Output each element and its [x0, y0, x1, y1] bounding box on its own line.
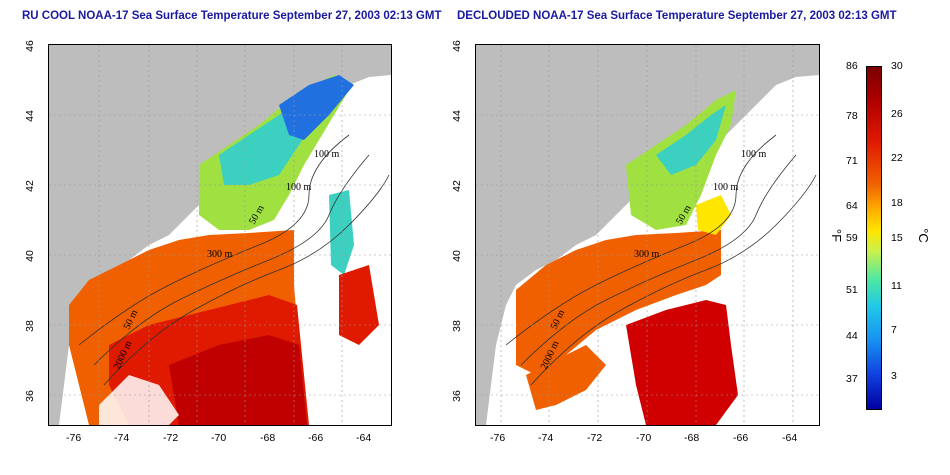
colorbar-c-label: 11	[891, 280, 902, 292]
colorbar-c-label: 15	[891, 232, 903, 244]
x-tick: -76	[490, 432, 506, 444]
contour-label: 100 m	[713, 182, 739, 193]
contour-label: 100 m	[314, 149, 340, 160]
x-tick: -72	[587, 432, 603, 444]
colorbar-f-label: 78	[846, 110, 858, 122]
y-tick: 42	[24, 180, 36, 192]
contour-label: 300 m	[634, 249, 660, 260]
y-tick: 38	[24, 320, 36, 332]
y-tick: 36	[451, 390, 463, 402]
panel-title-raw: RU COOL NOAA-17 Sea Surface Temperature …	[22, 10, 442, 22]
contour-label: 100 m	[286, 182, 312, 193]
y-tick: 46	[24, 40, 36, 52]
y-tick: 40	[24, 250, 36, 262]
x-tick: -72	[163, 432, 179, 444]
x-tick: -68	[684, 432, 700, 444]
x-tick: -68	[260, 432, 276, 444]
colorbar-c-label: 22	[891, 152, 903, 164]
panel-title-declouded: DECLOUDED NOAA-17 Sea Surface Temperatur…	[457, 10, 897, 22]
colorbar-f-label: 86	[846, 60, 858, 72]
contour-label: 100 m	[741, 149, 767, 160]
unit-celsius: °C	[915, 228, 931, 243]
unit-fahrenheit: °F	[829, 228, 845, 243]
x-tick: -66	[308, 432, 324, 444]
contour-label: 300 m	[207, 249, 233, 260]
colorbar-f-label: 71	[846, 155, 858, 167]
y-tick: 42	[451, 180, 463, 192]
y-tick: 36	[24, 390, 36, 402]
x-tick: -64	[356, 432, 372, 444]
x-tick: -74	[538, 432, 554, 444]
x-tick: -66	[733, 432, 749, 444]
colorbar-f-label: 44	[846, 330, 858, 342]
y-tick: 38	[451, 320, 463, 332]
colorbar-c-label: 30	[891, 60, 903, 72]
x-tick: -70	[211, 432, 227, 444]
colorbar-c-label: 3	[891, 370, 897, 382]
colorbar-c-label: 7	[891, 324, 897, 336]
x-tick: -64	[782, 432, 798, 444]
colorbar-c-label: 18	[891, 197, 903, 209]
sst-map-raw: 100 m 100 m 50 m 300 m 50 m 2000 m	[48, 44, 392, 426]
x-tick: -74	[114, 432, 130, 444]
colorbar-c-label: 26	[891, 108, 903, 120]
sst-map-declouded: 100 m 100 m 50 m 300 m 50 m 2000 m	[475, 44, 820, 426]
y-tick: 44	[24, 110, 36, 122]
y-tick: 44	[451, 110, 463, 122]
y-tick: 40	[451, 250, 463, 262]
colorbar-f-label: 64	[846, 200, 858, 212]
colorbar-f-label: 37	[846, 373, 858, 385]
colorbar-f-label: 51	[846, 284, 858, 296]
colorbar-f-label: 59	[846, 232, 858, 244]
colorbar	[866, 66, 882, 410]
y-tick: 46	[451, 40, 463, 52]
x-tick: -76	[66, 432, 82, 444]
x-tick: -70	[636, 432, 652, 444]
